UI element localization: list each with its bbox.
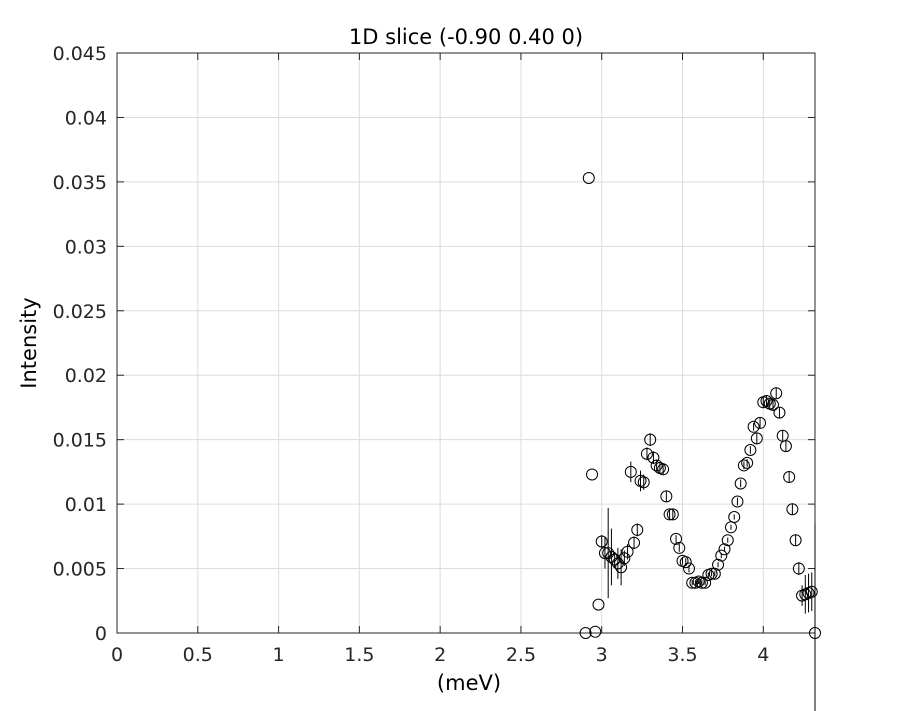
data-point bbox=[773, 406, 786, 419]
chart-title: 1D slice (-0.90 0.40 0) bbox=[349, 25, 583, 49]
data-point bbox=[754, 416, 767, 429]
axes-box bbox=[116, 52, 816, 634]
data-point bbox=[605, 550, 618, 563]
data-point bbox=[779, 440, 792, 453]
data-point bbox=[663, 508, 676, 521]
data-point bbox=[631, 523, 644, 536]
data-point bbox=[592, 598, 605, 611]
x-tick-label: 0.5 bbox=[183, 644, 213, 666]
data-point bbox=[770, 387, 783, 400]
data-point bbox=[660, 490, 673, 503]
y-tick-label: 0.01 bbox=[65, 494, 107, 516]
data-point bbox=[621, 545, 634, 558]
data-point bbox=[728, 511, 741, 523]
data-point bbox=[586, 468, 599, 481]
data-point bbox=[624, 465, 637, 478]
y-tick-label: 0.015 bbox=[53, 430, 107, 452]
data-point bbox=[637, 476, 650, 489]
data-point bbox=[686, 576, 699, 589]
data-point bbox=[595, 535, 608, 548]
data-point bbox=[695, 576, 708, 589]
data-point bbox=[718, 543, 731, 556]
data-point bbox=[699, 576, 712, 589]
y-tick-label: 0.005 bbox=[53, 559, 107, 581]
data-point bbox=[670, 532, 683, 545]
y-tick-label: 0.04 bbox=[65, 107, 107, 129]
data-point bbox=[679, 556, 692, 569]
x-tick-label: 1.5 bbox=[344, 644, 374, 666]
x-tick-label: 4 bbox=[757, 644, 769, 666]
data-point bbox=[640, 447, 653, 460]
x-axis-title: (meV) bbox=[437, 671, 501, 695]
axis-ticks: 0 0.5 1 1.5 2 2.5 3 3.5 4 0 0.005 0.01 0.015 0.02 0.02… bbox=[53, 43, 815, 666]
x-tick-label: 3.5 bbox=[667, 644, 697, 666]
data-point bbox=[805, 585, 818, 598]
data-point bbox=[760, 395, 773, 407]
data-point bbox=[647, 451, 660, 464]
data-point bbox=[744, 443, 757, 456]
data-point bbox=[589, 625, 602, 638]
x-tick-label: 0 bbox=[111, 644, 123, 666]
data-point bbox=[657, 463, 670, 476]
grid bbox=[116, 52, 815, 634]
x-tick-label: 2.5 bbox=[506, 644, 536, 666]
data-point bbox=[582, 172, 595, 185]
data-point bbox=[608, 553, 621, 566]
data-point bbox=[682, 562, 695, 575]
y-tick-label: 0.045 bbox=[53, 43, 107, 65]
data-point bbox=[734, 477, 747, 490]
y-tick-label: 0.025 bbox=[53, 301, 107, 323]
y-tick-label: 0.02 bbox=[65, 365, 107, 387]
data-point bbox=[618, 552, 631, 565]
data-point bbox=[809, 627, 821, 639]
data-point bbox=[783, 471, 796, 484]
y-tick-label: 0.03 bbox=[65, 236, 107, 258]
data-point bbox=[644, 433, 657, 446]
x-tick-label: 3 bbox=[596, 644, 608, 666]
data-point bbox=[650, 459, 663, 472]
data-point bbox=[741, 456, 754, 469]
data-point bbox=[766, 398, 779, 411]
data-point bbox=[598, 547, 611, 560]
data-point bbox=[705, 567, 718, 580]
data-point bbox=[579, 627, 592, 639]
data-point bbox=[792, 562, 805, 575]
data-point bbox=[673, 541, 686, 554]
data-point bbox=[747, 420, 760, 433]
data-point bbox=[786, 503, 799, 516]
data-point bbox=[602, 547, 615, 560]
data-points bbox=[579, 172, 821, 711]
y-axis-title: Intensity bbox=[17, 297, 41, 388]
y-tick-label: 0.035 bbox=[53, 172, 107, 194]
x-tick-label: 1 bbox=[273, 644, 285, 666]
data-point bbox=[628, 536, 641, 549]
data-point bbox=[712, 558, 725, 571]
y-tick-label: 0 bbox=[95, 623, 107, 645]
data-point bbox=[789, 534, 802, 547]
data-point bbox=[750, 432, 763, 445]
data-point bbox=[708, 567, 721, 580]
data-point bbox=[615, 561, 628, 574]
data-point bbox=[715, 549, 728, 562]
data-point bbox=[721, 534, 734, 547]
data-point bbox=[666, 508, 679, 521]
x-tick-label: 2 bbox=[434, 644, 446, 666]
data-point bbox=[737, 459, 750, 472]
data-point bbox=[731, 495, 744, 508]
